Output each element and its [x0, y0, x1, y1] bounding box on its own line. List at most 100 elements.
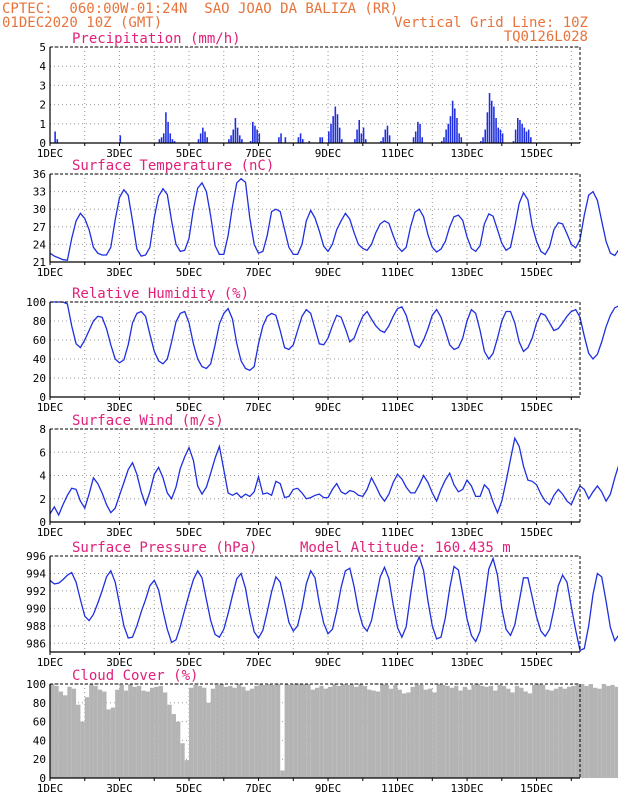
rh-ytick-label: 20 [33, 372, 46, 385]
pres-title: Surface Pressure (hPa) [72, 540, 257, 556]
precip-bar [278, 137, 280, 143]
temp-xtick-label: 3DEC [106, 266, 133, 279]
precip-bar [330, 123, 332, 143]
precip-bar [238, 135, 241, 143]
precip-bar [328, 131, 330, 143]
cloud-bar [454, 685, 459, 778]
cloud-bar [80, 721, 85, 778]
cloud-bar [458, 690, 463, 778]
precip-bar [454, 108, 456, 143]
precip-bar [332, 116, 334, 143]
cloud-bar [427, 688, 433, 778]
precip-bar [358, 119, 361, 143]
rh-ytick-label: 100 [26, 296, 46, 309]
cloud-bar [397, 689, 402, 778]
cloud-bar [401, 693, 407, 778]
precip-bar [284, 137, 287, 143]
rh-xtick-label: 9DEC [315, 401, 342, 414]
cloud-bar [328, 686, 333, 778]
cloud-bar [162, 692, 168, 778]
cloud-bar [275, 684, 281, 778]
pres-ytick-label: 994 [26, 567, 46, 580]
cloud-bar [284, 684, 289, 778]
precip-bar [421, 137, 424, 143]
cloud-bar [301, 684, 307, 778]
precip-bar [495, 118, 497, 143]
cloud-bar [519, 687, 524, 778]
cloud-bar [232, 687, 237, 778]
cloud-bar [319, 685, 324, 778]
temp-xtick-label: 11DEC [381, 266, 414, 279]
cloud-bar [206, 702, 211, 778]
pres-xtick-label: 9DEC [315, 656, 342, 669]
cloud-bar [384, 684, 389, 778]
precip-xtick-label: 5DEC [176, 147, 203, 160]
precip-bar [158, 139, 161, 143]
wind-xtick-label: 9DEC [315, 526, 342, 539]
precip-bar [451, 100, 454, 143]
cloud-bar [267, 684, 272, 778]
cloud-bar [527, 693, 533, 778]
cloud-bar [89, 684, 94, 778]
rh-xtick-label: 5DEC [176, 401, 203, 414]
pres-xtick-label: 7DEC [245, 656, 272, 669]
precip-bar [482, 137, 484, 143]
wind-xtick-label: 3DEC [106, 526, 133, 539]
pres-xtick-label: 5DEC [176, 656, 203, 669]
precip-bar [501, 133, 504, 143]
cloud-bar [297, 684, 302, 778]
precip-xtick-label: 13DEC [450, 147, 483, 160]
cloud-bar [245, 690, 250, 778]
temp-ytick-label: 24 [33, 238, 47, 251]
precip-bar [362, 127, 365, 143]
precip-bar [517, 118, 519, 143]
cloud-bar [262, 684, 268, 778]
precip-bar [488, 93, 491, 143]
pres-ytick-label: 990 [26, 602, 46, 615]
rh-xtick-label: 1DEC [37, 401, 64, 414]
precip-bar [384, 129, 387, 143]
cloud-bar [71, 688, 77, 778]
cloud-ytick-label: 40 [33, 734, 46, 747]
cloud-bar [419, 684, 424, 778]
precip-bar [160, 137, 163, 143]
temp-xtick-label: 13DEC [450, 266, 483, 279]
cloud-xtick-label: 3DEC [106, 782, 133, 795]
cloud-bar [449, 687, 455, 778]
wind-ytick-label: 6 [39, 446, 46, 459]
precip-bar [512, 141, 515, 143]
cloud-bar [63, 695, 68, 778]
header: CPTEC: 060:00W-01:24N SAO JOAO DA BALIZA… [0, 0, 618, 44]
precip-bar [527, 129, 530, 143]
cloud-ytick-label: 60 [33, 716, 46, 729]
cloud-ytick-label: 80 [33, 697, 46, 710]
precip-xtick-label: 15DEC [520, 147, 553, 160]
cloud-xtick-label: 1DEC [37, 782, 64, 795]
wind-series-line [49, 436, 618, 517]
rh-title: Relative Humidity (%) [72, 286, 249, 302]
cloud-bar [540, 684, 546, 778]
cloud-bar [532, 684, 537, 778]
precip-bar [202, 127, 204, 143]
cloud-xtick-label: 11DEC [381, 782, 414, 795]
cloud-bar [601, 684, 607, 778]
cloud-bar [588, 684, 594, 778]
cloud-bar [440, 684, 446, 778]
cloud-bar [610, 684, 615, 778]
temp-xtick-label: 9DEC [315, 266, 342, 279]
cloud-title: Cloud Cover (%) [72, 668, 198, 684]
cloud-bar [50, 684, 55, 778]
station-info: CPTEC: 060:00W-01:24N SAO JOAO DA BALIZA… [2, 1, 399, 17]
precip-bar [232, 129, 235, 143]
cloud-bar [219, 684, 224, 778]
cloud-bar [184, 760, 190, 778]
cloud-bar [536, 684, 541, 778]
rh-ytick-label: 0 [39, 391, 46, 404]
precip-bar [460, 137, 463, 143]
cloud-bar [562, 688, 567, 778]
cloud-xtick-label: 13DEC [450, 782, 483, 795]
cloud-bar [236, 684, 242, 778]
temp-ytick-label: 27 [33, 221, 46, 234]
precip-bar [258, 133, 261, 143]
precip-bar [230, 135, 232, 143]
